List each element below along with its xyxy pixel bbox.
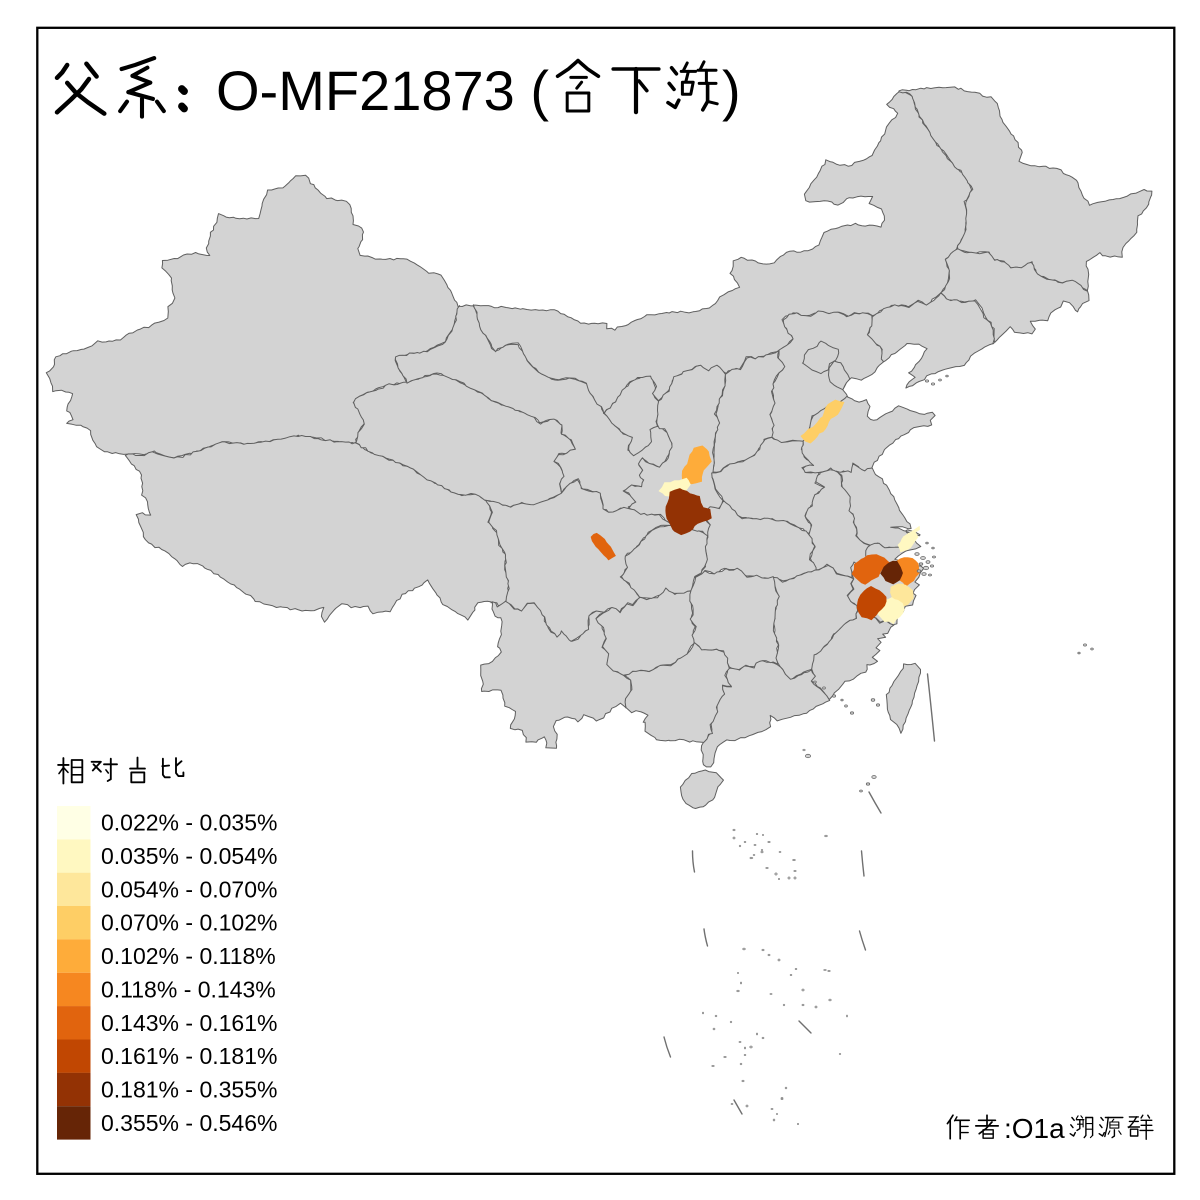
svg-text::O1a: :O1a (1004, 1113, 1065, 1144)
svg-text:0.035% - 0.054%: 0.035% - 0.054% (101, 843, 277, 869)
svg-text:0.161% - 0.181%: 0.161% - 0.181% (101, 1043, 277, 1069)
svg-text:0.070% - 0.102%: 0.070% - 0.102% (101, 910, 277, 936)
svg-text:0.102% - 0.118%: 0.102% - 0.118% (101, 943, 276, 969)
svg-text:0.181% - 0.355%: 0.181% - 0.355% (101, 1077, 277, 1103)
svg-text:0.022% - 0.035%: 0.022% - 0.035% (101, 810, 277, 836)
svg-text:0.143% - 0.161%: 0.143% - 0.161% (101, 1010, 277, 1036)
svg-text:0.118% - 0.143%: 0.118% - 0.143% (101, 976, 276, 1002)
svg-text:O-MF21873 (: O-MF21873 ( (216, 59, 549, 122)
svg-text:0.054% - 0.070%: 0.054% - 0.070% (101, 876, 277, 902)
svg-text:0.355% - 0.546%: 0.355% - 0.546% (101, 1110, 277, 1136)
svg-text:): ) (722, 59, 741, 122)
